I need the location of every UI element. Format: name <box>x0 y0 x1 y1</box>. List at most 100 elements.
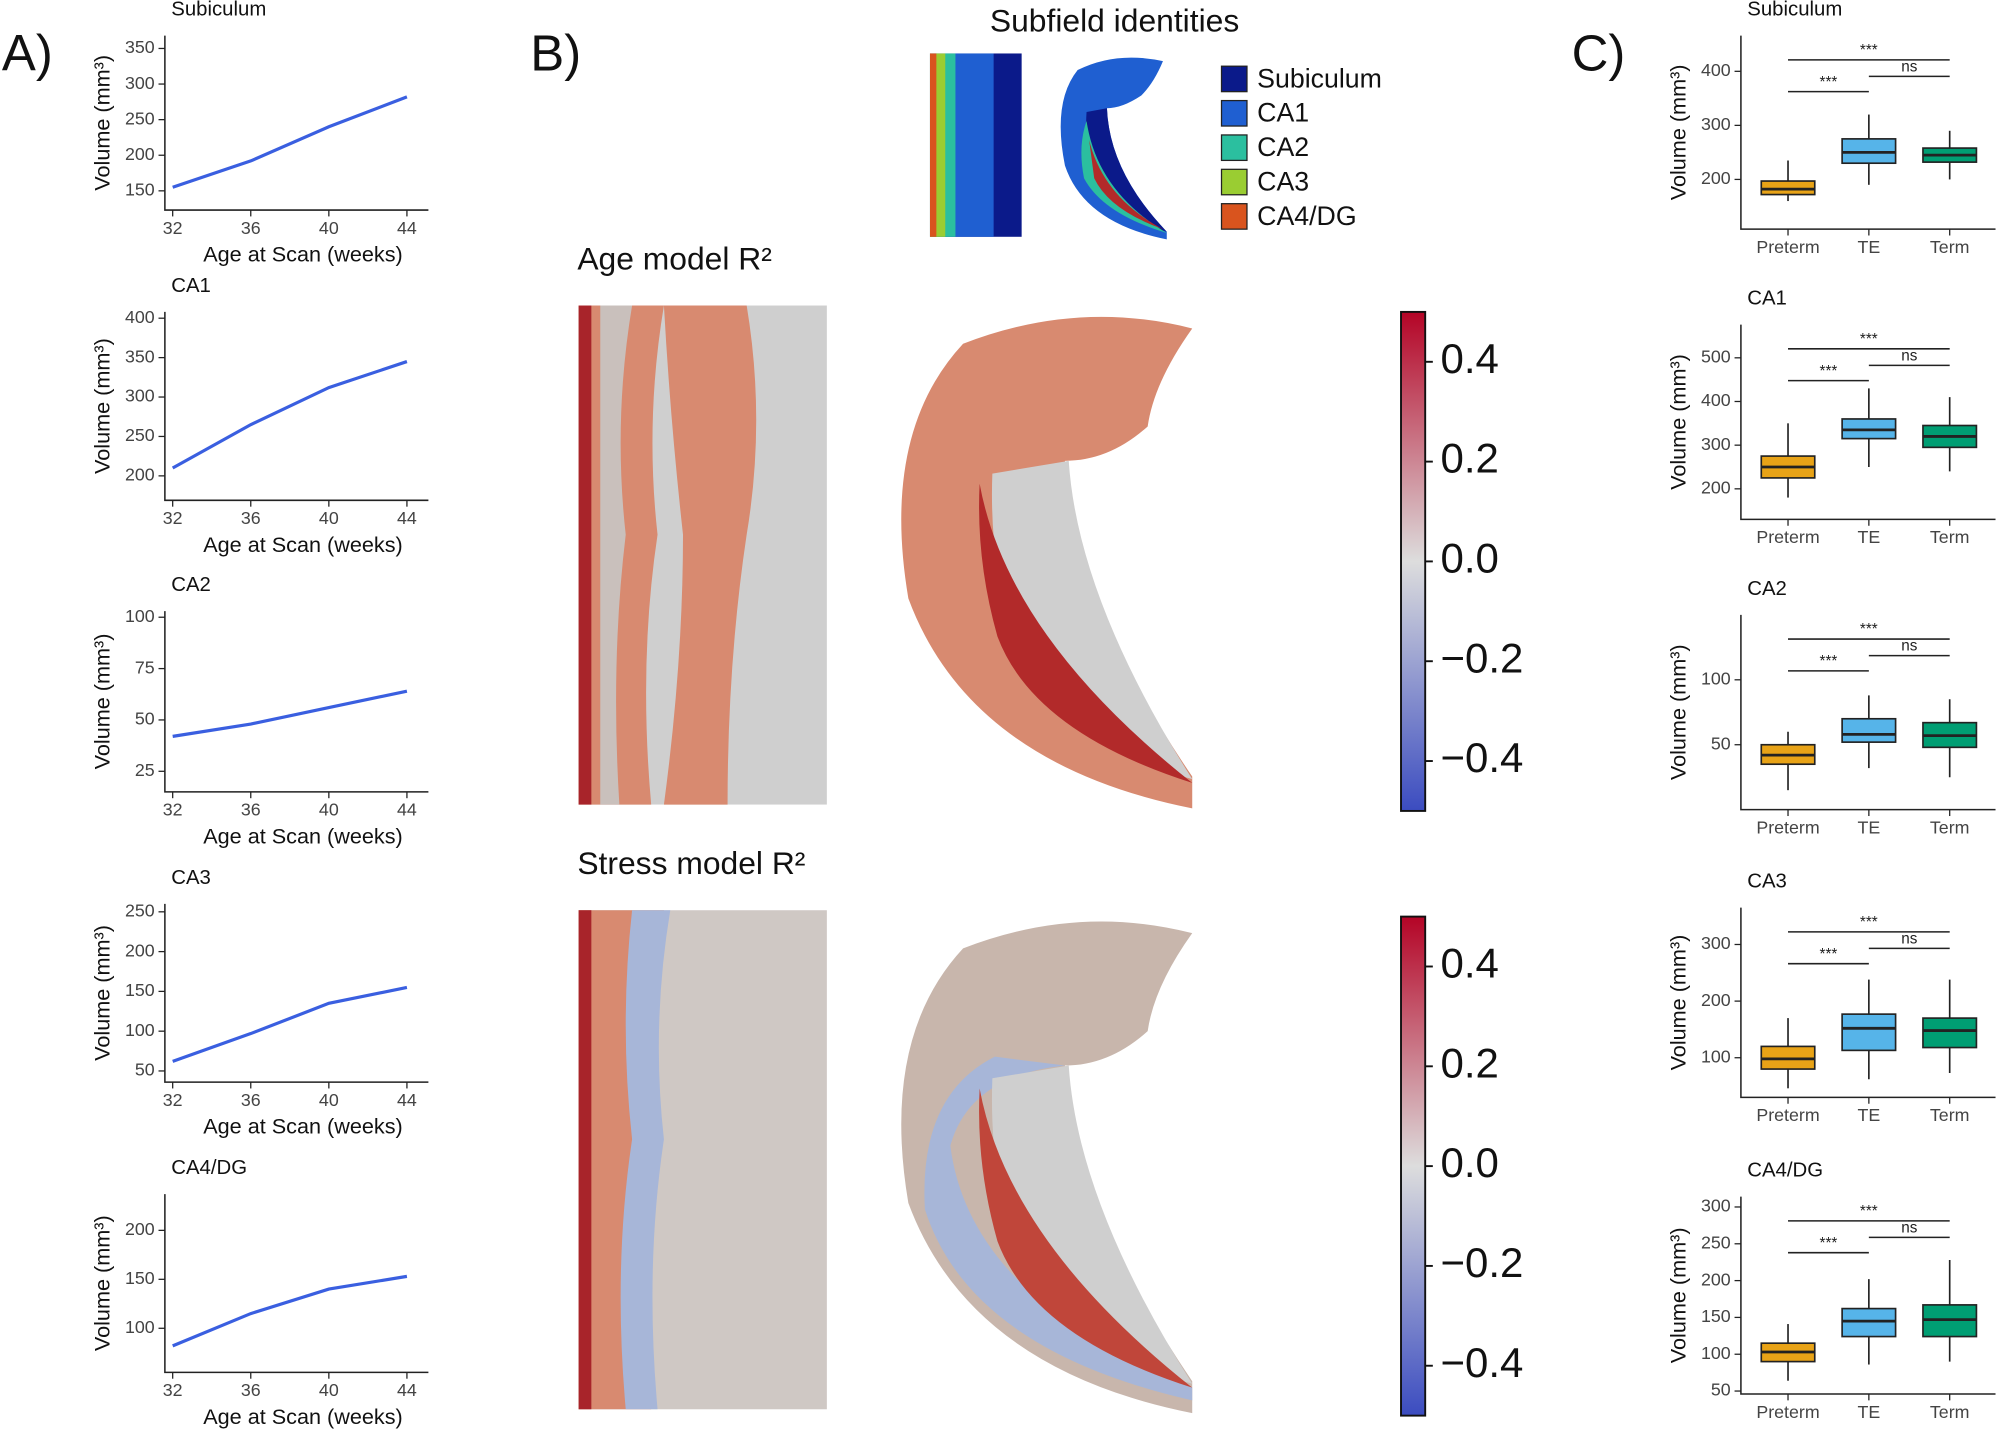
x-tick-label: Preterm <box>1756 817 1819 837</box>
x-tick-label: TE <box>1857 1402 1880 1422</box>
chart-title: CA3 <box>1747 871 1787 893</box>
x-tick-label: TE <box>1857 527 1880 547</box>
x-tick-label: 40 <box>319 508 339 528</box>
axis-line <box>1740 35 1996 230</box>
legend-swatch <box>1220 134 1248 162</box>
y-axis-label: Volume (mm³) <box>89 1215 114 1351</box>
colorbar-tick-label: −0.4 <box>1440 1339 1523 1386</box>
y-tick-label: 200 <box>1701 478 1731 498</box>
axis-line <box>164 35 429 211</box>
colorbar-tick-label: −0.2 <box>1440 634 1523 681</box>
y-tick-label: 250 <box>125 901 155 921</box>
legend-label: CA3 <box>1257 166 1309 196</box>
x-tick-label: 44 <box>397 1380 417 1400</box>
y-tick-label: 150 <box>125 1268 155 1288</box>
colorbar <box>1400 310 1427 812</box>
chart-title: CA2 <box>1747 578 1787 600</box>
x-tick-label: TE <box>1857 817 1880 837</box>
x-tick-label: Preterm <box>1756 237 1819 257</box>
x-tick-label: 32 <box>163 1380 183 1400</box>
y-tick-label: 75 <box>135 657 155 677</box>
y-axis-label: Volume (mm³) <box>1666 354 1691 490</box>
x-axis-label: Age at Scan (weeks) <box>203 532 403 557</box>
box <box>1841 1307 1897 1338</box>
panel-label: A) <box>2 25 53 82</box>
x-tick-label: Term <box>1930 237 1970 257</box>
fit-line <box>172 985 408 1063</box>
y-tick-label: 50 <box>135 1060 155 1080</box>
chart-title: Subiculum <box>171 0 266 21</box>
legend-label: CA1 <box>1257 98 1309 128</box>
x-tick-label: Term <box>1930 527 1970 547</box>
map-title: Age model R² <box>577 240 771 276</box>
axis-line <box>164 903 429 1083</box>
y-tick-label: 400 <box>1701 60 1731 80</box>
legend-label: CA4/DG <box>1257 201 1356 231</box>
colorbar-tick-label: −0.2 <box>1440 1239 1523 1286</box>
box <box>1841 1013 1897 1052</box>
y-tick-label: 100 <box>125 606 155 626</box>
legend-swatch <box>1220 99 1248 127</box>
panel-label: B) <box>530 25 581 82</box>
y-tick-label: 100 <box>1701 669 1731 689</box>
box <box>1841 717 1897 743</box>
x-tick-label: 44 <box>397 218 417 238</box>
legend-swatch <box>1220 168 1248 196</box>
y-tick-label: 250 <box>1701 1232 1731 1252</box>
y-tick-label: 100 <box>1701 1343 1731 1363</box>
y-tick-label: 400 <box>125 307 155 327</box>
significance-label: ns <box>1901 638 1917 655</box>
y-tick-label: 300 <box>125 73 155 93</box>
x-tick-label: 44 <box>397 800 417 820</box>
x-tick-label: 40 <box>319 218 339 238</box>
legend-label: CA2 <box>1257 132 1309 162</box>
fit-line <box>172 1274 408 1348</box>
legend-label: Subiculum <box>1257 63 1382 93</box>
y-tick-label: 200 <box>1701 990 1731 1010</box>
colorbar-tick-label: 0.2 <box>1440 1039 1498 1086</box>
y-tick-label: 50 <box>135 709 155 729</box>
significance-label: *** <box>1860 621 1878 638</box>
y-tick-label: 25 <box>135 760 155 780</box>
axis-line <box>1740 1196 1996 1395</box>
x-tick-label: Term <box>1930 1105 1970 1125</box>
map-title: Stress model R² <box>577 845 805 881</box>
y-tick-label: 350 <box>125 346 155 366</box>
y-axis-label: Volume (mm³) <box>1666 65 1691 201</box>
significance-label: *** <box>1860 914 1878 931</box>
axis-line <box>164 611 429 793</box>
x-tick-label: 36 <box>241 508 261 528</box>
stress-map <box>578 910 1193 1414</box>
colorbar-tick-label: 0.4 <box>1440 335 1498 382</box>
colorbar <box>1400 915 1427 1417</box>
x-tick-label: 36 <box>241 218 261 238</box>
significance-label: *** <box>1820 946 1838 963</box>
x-tick-label: 32 <box>163 508 183 528</box>
box <box>1922 1017 1978 1049</box>
y-tick-label: 100 <box>125 1317 155 1337</box>
chart-title: Subiculum <box>1747 0 1842 21</box>
fit-line <box>171 360 408 470</box>
colorbar-tick-label: −0.4 <box>1440 734 1523 781</box>
fit-line <box>172 95 408 189</box>
x-tick-label: 40 <box>319 800 339 820</box>
significance-label: *** <box>1820 74 1838 91</box>
y-tick-label: 400 <box>1701 390 1731 410</box>
x-tick-label: Preterm <box>1756 1402 1819 1422</box>
legend-title: Subfield identities <box>990 2 1239 38</box>
x-axis-label: Age at Scan (weeks) <box>203 1404 403 1429</box>
y-tick-label: 150 <box>125 980 155 1000</box>
x-tick-label: 36 <box>241 1380 261 1400</box>
y-axis-label: Volume (mm³) <box>89 925 114 1061</box>
y-tick-label: 200 <box>125 1219 155 1239</box>
chart-title: CA4/DG <box>1747 1160 1823 1182</box>
y-tick-label: 200 <box>125 940 155 960</box>
y-tick-label: 300 <box>1701 1196 1731 1216</box>
y-tick-label: 200 <box>125 144 155 164</box>
x-tick-label: Preterm <box>1756 527 1819 547</box>
y-tick-label: 150 <box>125 180 155 200</box>
x-axis-label: Age at Scan (weeks) <box>203 823 403 848</box>
x-axis-label: Age at Scan (weeks) <box>203 1114 403 1139</box>
y-axis-label: Volume (mm³) <box>1666 1227 1691 1363</box>
x-tick-label: 32 <box>163 1090 183 1110</box>
